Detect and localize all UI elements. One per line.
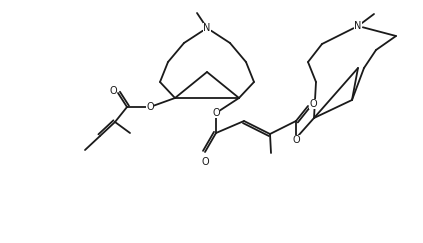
Text: O: O: [212, 108, 220, 118]
Text: O: O: [309, 99, 317, 109]
Text: O: O: [146, 102, 154, 112]
Text: N: N: [354, 21, 362, 31]
Text: O: O: [292, 135, 300, 145]
Text: O: O: [109, 86, 117, 96]
Text: N: N: [203, 23, 211, 33]
Text: O: O: [201, 157, 209, 167]
